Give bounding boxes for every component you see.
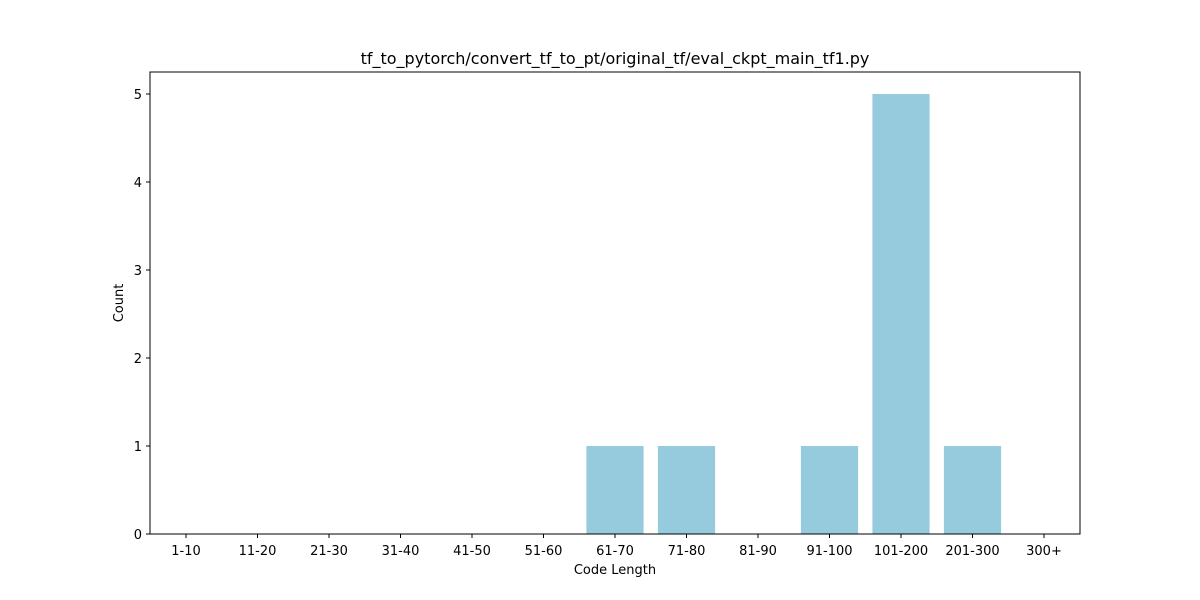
x-tick-label: 41-50 [453,544,491,559]
x-tick-label: 300+ [1026,544,1062,559]
bar-101-200 [872,94,930,534]
x-tick-label: 71-80 [668,544,706,559]
x-axis: 1-10 11-20 21-30 31-40 41-50 51-60 61-70 71-80 8… [171,534,1062,559]
x-tick-label: 81-90 [739,544,777,559]
bar-91-100 [800,446,859,534]
x-tick-label: 201-300 [945,544,999,559]
y-tick-label: 3 [134,264,142,279]
x-tick-label: 31-40 [382,544,420,559]
bar-71-80 [657,446,716,534]
y-tick-label: 2 [134,352,142,367]
bar-61-70 [586,446,644,534]
chart-title: tf_to_pytorch/convert_tf_to_pt/original_… [361,49,870,69]
x-tick-label: 51-60 [525,544,563,559]
y-tick-label: 0 [134,528,142,543]
x-tick-label: 1-10 [171,544,201,559]
bar-201-300 [943,446,1002,534]
y-tick-label: 5 [134,88,142,103]
y-tick-label: 4 [134,176,142,191]
x-tick-label: 61-70 [596,544,634,559]
x-tick-label: 11-20 [239,544,277,559]
y-axis-label: Count [112,284,127,323]
y-tick-label: 1 [134,440,142,455]
x-axis-label: Code Length [574,563,656,578]
x-tick-label: 21-30 [310,544,348,559]
x-tick-label: 101-200 [874,544,928,559]
x-tick-label: 91-100 [806,544,852,559]
bars-layer [586,94,1002,534]
y-axis: 0 1 2 3 4 5 [134,88,150,543]
